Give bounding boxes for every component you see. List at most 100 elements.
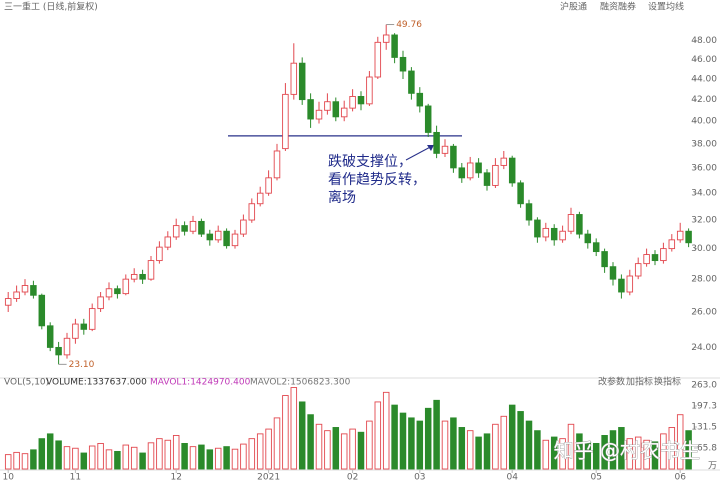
x-tick-label: 06 <box>674 473 686 481</box>
volume-bar <box>458 427 466 470</box>
annotation-text: 跌破支撑位， <box>328 154 412 170</box>
extreme-label: 23.10 <box>69 360 95 370</box>
candle-body <box>559 230 566 241</box>
candle-body <box>349 96 356 109</box>
x-tick-label: 02 <box>347 473 358 481</box>
volume-bar <box>273 417 281 470</box>
toolbar-button[interactable]: 沪股通 <box>560 1 587 13</box>
candle-body <box>458 167 466 179</box>
candle-body <box>332 101 340 118</box>
candle-body <box>88 308 96 330</box>
toolbar-button[interactable]: 融资融券 <box>600 1 636 13</box>
volume-tick-label: 65.8 <box>697 443 717 453</box>
volume-bar <box>315 423 323 470</box>
candle-body <box>122 278 130 295</box>
candle-body <box>105 288 113 298</box>
volume-bar <box>80 452 88 470</box>
volume-tick-label: 131.5 <box>691 423 717 433</box>
volume-bar <box>324 430 331 470</box>
volume-bar <box>634 436 642 470</box>
volume-bar <box>601 435 608 470</box>
volume-bar <box>21 453 29 470</box>
volume-bar <box>139 452 146 470</box>
candle-body <box>450 145 457 169</box>
volume-bar <box>525 420 533 470</box>
volume-bar <box>282 395 289 470</box>
y-tick-label: 32.00 <box>691 216 717 226</box>
volume-bar <box>475 436 482 470</box>
annotation-arrowhead <box>427 145 434 151</box>
x-tick-label: 04 <box>506 473 518 481</box>
candle-body <box>634 263 642 277</box>
volume-bar <box>147 442 155 470</box>
candle-body <box>172 225 180 238</box>
chart-title: 三一重工 (日线,前复权) <box>4 1 98 13</box>
candle-body <box>38 294 46 327</box>
candle-body <box>475 162 482 174</box>
y-tick-label: 44.00 <box>691 75 717 85</box>
candle-body <box>282 93 289 150</box>
volume-bar <box>248 438 256 470</box>
volume-bar <box>256 433 264 470</box>
candle-body <box>408 70 415 94</box>
volume-bar <box>214 447 222 470</box>
x-tick-label: 2021 <box>257 473 280 481</box>
volume-unit: 万 <box>708 462 717 472</box>
volume-bar <box>399 412 407 470</box>
candle-body <box>542 227 550 238</box>
volume-bar <box>55 440 62 470</box>
y-tick-label: 30.00 <box>691 244 717 254</box>
volume-legend: VOL(5,10) <box>4 378 49 388</box>
indicator-button[interactable]: 换指标 <box>654 376 681 388</box>
candle-body <box>584 233 592 244</box>
volume-bar <box>349 428 356 470</box>
volume-bar <box>366 420 373 470</box>
volume-bar <box>416 420 424 470</box>
volume-bar <box>626 438 634 470</box>
candle-body <box>156 246 163 262</box>
volume-legend: VOLUME:1337637.000 <box>46 378 147 388</box>
candle-body <box>643 254 650 265</box>
candle-body <box>290 62 298 95</box>
volume-bar <box>63 446 71 470</box>
volume-bar <box>466 430 474 470</box>
volume-bar <box>189 446 197 470</box>
indicator-button[interactable]: 改参数 <box>598 376 625 388</box>
candle-body <box>391 34 398 58</box>
volume-bar <box>265 428 272 470</box>
candle-body <box>298 62 306 101</box>
toolbar-button[interactable]: 设置均线 <box>648 1 684 13</box>
indicator-button[interactable]: 加指标 <box>626 376 653 388</box>
candle-body <box>214 230 222 241</box>
volume-bar <box>307 414 314 470</box>
candle-body <box>492 164 499 186</box>
volume-bar <box>559 438 566 470</box>
candle-body <box>483 172 491 186</box>
y-tick-label: 38.00 <box>691 139 717 149</box>
candle-body <box>240 219 247 235</box>
candle-body <box>256 192 264 205</box>
candle-body <box>500 157 508 166</box>
volume-bar <box>382 391 390 470</box>
volume-bar <box>4 454 12 470</box>
volume-bar <box>668 427 676 470</box>
candle-body <box>97 296 104 310</box>
volume-bar <box>340 433 348 470</box>
volume-bar <box>357 431 365 470</box>
candle-body <box>534 219 541 238</box>
volume-bar <box>298 401 306 470</box>
x-tick-label: 05 <box>590 473 601 481</box>
candle-body <box>21 285 29 293</box>
volume-bar <box>156 438 163 470</box>
candle-body <box>55 346 62 356</box>
y-tick-label: 36.00 <box>691 163 717 173</box>
candle-body <box>231 233 239 247</box>
candle-body <box>273 150 281 179</box>
candle-body <box>198 220 205 235</box>
volume-bar <box>38 438 46 470</box>
volume-bar <box>676 414 684 470</box>
candle-body <box>357 96 365 105</box>
y-tick-label: 26.00 <box>691 307 717 317</box>
candle-body <box>685 230 692 244</box>
volume-bar <box>433 399 440 470</box>
